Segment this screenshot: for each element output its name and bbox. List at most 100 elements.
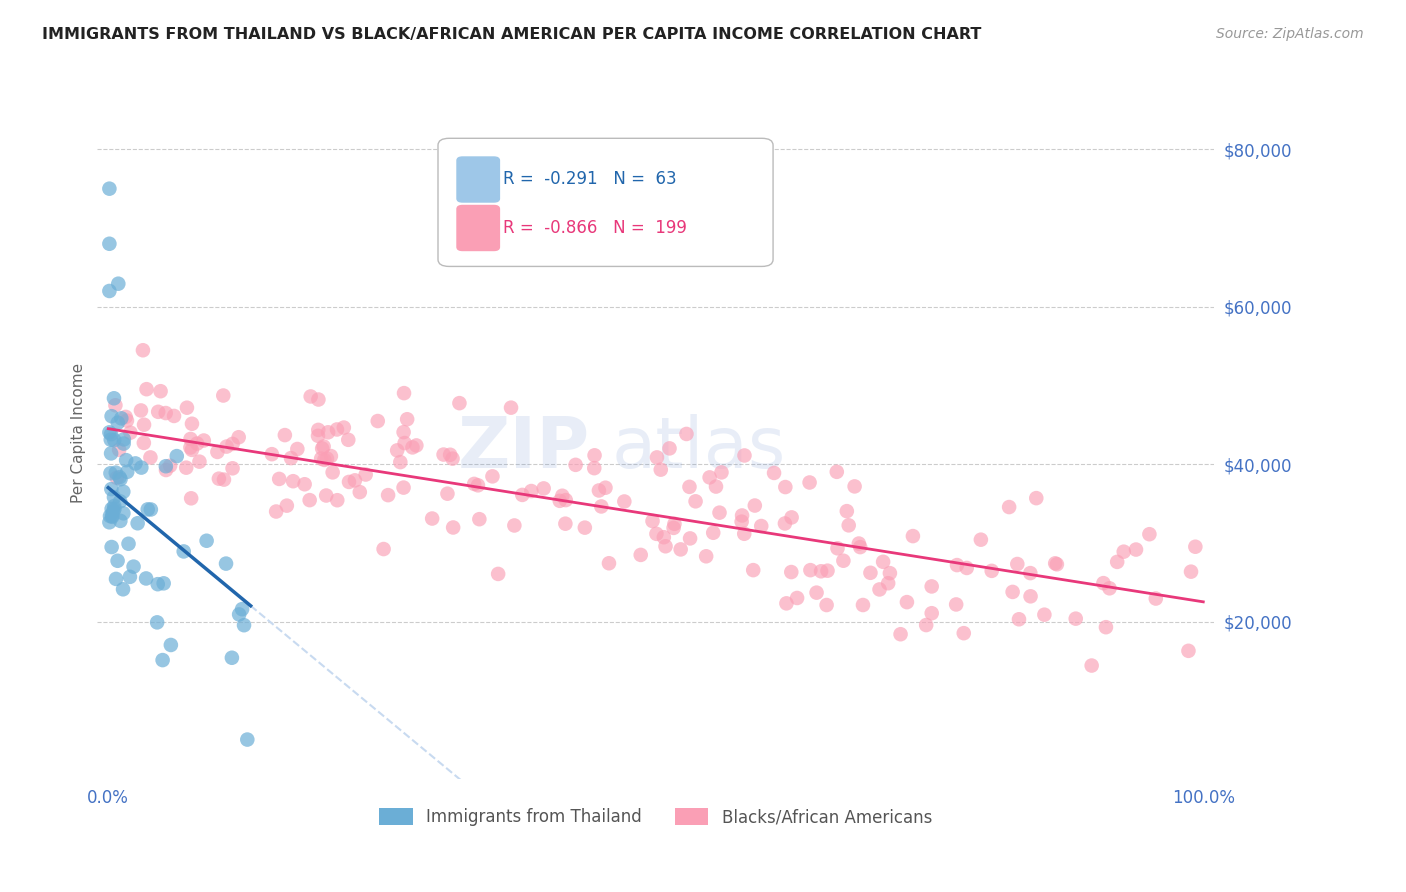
Point: [299, 389, 322, 403]
Point: [98, 508, 121, 523]
Point: [104, 398, 127, 412]
Point: [221, 437, 243, 451]
Point: [132, 436, 155, 450]
Point: [872, 555, 894, 569]
Point: [394, 436, 416, 450]
Point: [890, 627, 912, 641]
Point: [588, 483, 610, 498]
Point: [467, 478, 489, 492]
Point: [135, 571, 157, 585]
Point: [281, 474, 304, 488]
Point: [215, 440, 238, 454]
Point: [1098, 582, 1121, 596]
Point: [685, 494, 707, 508]
Point: [420, 511, 443, 525]
Point: [678, 480, 700, 494]
Point: [103, 502, 125, 516]
Point: [1064, 612, 1087, 626]
Point: [100, 446, 122, 460]
Point: [307, 429, 329, 443]
Point: [112, 484, 135, 499]
Point: [486, 566, 509, 581]
Point: [915, 618, 938, 632]
Point: [662, 521, 685, 535]
Point: [392, 481, 415, 495]
Point: [503, 518, 526, 533]
Point: [848, 536, 870, 550]
Point: [921, 606, 943, 620]
Point: [675, 426, 697, 441]
Point: [312, 440, 335, 454]
Point: [221, 650, 243, 665]
Point: [835, 504, 858, 518]
Point: [148, 405, 170, 419]
Point: [367, 414, 389, 428]
Point: [1137, 527, 1160, 541]
Point: [733, 526, 755, 541]
Point: [212, 388, 235, 402]
Point: [730, 515, 752, 529]
Point: [155, 459, 177, 474]
Point: [879, 566, 901, 581]
Point: [115, 453, 138, 467]
Point: [859, 566, 882, 580]
Point: [319, 449, 342, 463]
Y-axis label: Per Capita Income: Per Capita Income: [72, 362, 86, 503]
Point: [564, 458, 586, 472]
Point: [1033, 607, 1056, 622]
Point: [207, 445, 229, 459]
Point: [173, 544, 195, 558]
Point: [838, 518, 860, 533]
Point: [98, 284, 121, 298]
Point: [160, 638, 183, 652]
Point: [103, 499, 125, 513]
Point: [132, 417, 155, 432]
Point: [193, 434, 215, 448]
Point: [1025, 491, 1047, 505]
Point: [896, 595, 918, 609]
Text: R =  -0.866   N =  199: R = -0.866 N = 199: [503, 219, 686, 236]
Point: [354, 467, 377, 482]
Point: [309, 451, 332, 466]
Point: [679, 532, 702, 546]
Point: [228, 607, 250, 622]
Point: [132, 343, 155, 358]
Point: [641, 514, 664, 528]
Point: [704, 479, 727, 493]
Point: [921, 579, 943, 593]
Point: [180, 491, 202, 506]
Point: [124, 457, 146, 471]
Point: [780, 510, 803, 524]
Point: [1180, 565, 1202, 579]
Point: [849, 540, 872, 554]
Point: [98, 236, 121, 251]
Point: [1144, 591, 1167, 606]
Point: [337, 433, 360, 447]
Point: [131, 460, 153, 475]
Point: [100, 482, 122, 496]
Point: [326, 422, 349, 436]
Point: [377, 488, 399, 502]
Point: [314, 453, 336, 467]
Point: [441, 520, 464, 534]
Point: [1007, 557, 1029, 571]
Point: [709, 506, 731, 520]
Point: [825, 465, 848, 479]
Point: [101, 508, 124, 523]
Point: [1001, 585, 1024, 599]
Point: [806, 585, 828, 599]
Point: [970, 533, 993, 547]
Point: [228, 430, 250, 444]
Point: [773, 516, 796, 531]
Point: [702, 525, 724, 540]
Point: [548, 493, 571, 508]
Point: [1092, 576, 1115, 591]
Point: [630, 548, 652, 562]
Point: [749, 519, 772, 533]
Point: [645, 526, 668, 541]
Point: [195, 533, 218, 548]
Point: [554, 516, 576, 531]
Point: [744, 499, 766, 513]
Point: [100, 427, 122, 442]
Point: [392, 425, 415, 439]
